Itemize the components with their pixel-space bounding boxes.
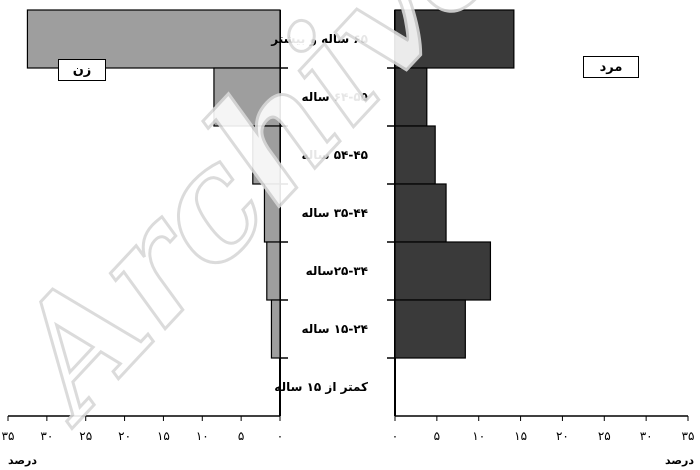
women-bar	[252, 125, 281, 185]
men-bar	[394, 125, 436, 185]
right-x-tick-label: ۰	[392, 429, 398, 443]
left-x-tick-label: ۱۰	[196, 429, 209, 443]
right-x-tick-label: ۲۰	[556, 429, 569, 443]
women-bar	[213, 67, 281, 127]
left-x-tick-label: ۱۵	[157, 429, 170, 443]
category-label: ۶۵ ساله و بیشتر	[270, 32, 368, 47]
men-bar	[394, 183, 447, 243]
category-label: ۲۵-۳۴ساله	[306, 264, 368, 278]
left-axis-unit-label: درصد	[8, 454, 37, 467]
right-x-tick-label: ۵	[434, 429, 440, 443]
women-bar	[270, 299, 281, 359]
right-x-tick-label: ۲۵	[598, 429, 611, 443]
men-bar	[394, 241, 492, 301]
category-label: ۱۵-۲۴ ساله	[301, 322, 368, 336]
right-axis-unit-label: درصد	[665, 454, 694, 467]
legend-women: زن	[58, 59, 106, 81]
category-label: ۵۴-۴۵ ساله	[301, 148, 368, 162]
women-bar	[263, 183, 281, 243]
legend-men: مرد	[583, 56, 639, 78]
left-x-tick-label: ۰	[277, 429, 283, 443]
category-label: ۶۴-۵۵ ساله	[301, 90, 368, 104]
men-bar	[394, 299, 466, 359]
left-x-tick-label: ۵	[238, 429, 244, 443]
right-x-tick-label: ۱۵	[514, 429, 527, 443]
right-x-tick-label: ۳۵	[682, 429, 695, 443]
right-x-tick-label: ۱۰	[472, 429, 485, 443]
men-bar	[394, 9, 515, 69]
left-x-tick-label: ۲۵	[79, 429, 92, 443]
women-bar	[26, 9, 281, 69]
left-x-tick-label: ۳۵	[2, 429, 15, 443]
left-x-tick-label: ۲۰	[118, 429, 131, 443]
men-bar	[394, 67, 428, 127]
left-x-tick-label: ۳۰	[40, 429, 53, 443]
category-label: کمتر از ۱۵ ساله	[274, 380, 368, 394]
category-label: ۳۵-۴۴ ساله	[301, 206, 368, 220]
women-bar	[266, 241, 281, 301]
right-x-tick-label: ۳۰	[640, 429, 653, 443]
